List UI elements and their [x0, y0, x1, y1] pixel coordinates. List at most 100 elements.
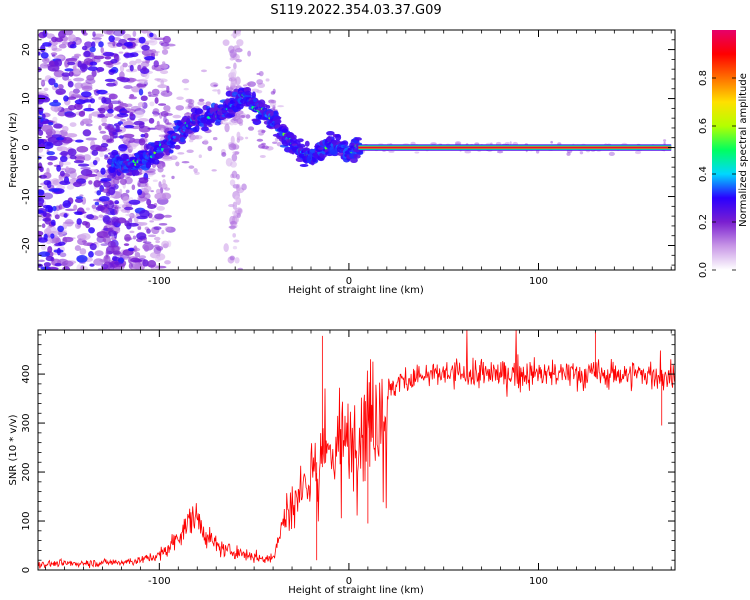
spectral-blob: [57, 84, 64, 89]
spectral-blob: [72, 181, 82, 188]
spectral-blob: [105, 112, 114, 118]
spectral-blob: [296, 143, 306, 148]
spectral-blob: [105, 191, 111, 197]
spectral-blob: [169, 143, 176, 149]
spectral-blob: [154, 78, 162, 81]
spectral-blob: [232, 184, 240, 189]
spectral-blob: [56, 146, 68, 152]
spectral-blob: [108, 102, 114, 110]
spectral-blob: [217, 88, 221, 95]
spectral-blob: [51, 134, 62, 138]
spectral-blob: [76, 254, 88, 263]
spectral-blob: [129, 230, 135, 234]
x-tick-label: 0: [346, 276, 352, 287]
spectral-blob: [134, 251, 141, 258]
spectral-blob: [74, 54, 79, 59]
spectral-blob: [98, 125, 102, 131]
spectral-blob: [118, 51, 124, 54]
spectral-blob: [127, 37, 137, 41]
spectral-blob: [261, 145, 270, 150]
spectral-blob: [235, 59, 242, 63]
spectral-blob: [231, 153, 238, 162]
spectral-blob: [74, 198, 84, 203]
spectral-blob: [60, 150, 69, 157]
spectral-blob: [38, 209, 44, 214]
spectral-blob: [110, 178, 115, 188]
spectral-blob: [135, 58, 142, 64]
spectral-blob: [123, 201, 129, 206]
spectral-blob: [131, 85, 141, 93]
spectral-blob: [96, 67, 105, 73]
spectral-blob: [99, 151, 104, 158]
spectral-blob: [62, 236, 74, 243]
spectral-blob: [74, 82, 84, 89]
figure-title: S119.2022.354.03.37.G09: [270, 3, 441, 18]
spectral-blob: [88, 104, 92, 109]
spectral-blob: [256, 138, 264, 142]
spectral-blob: [104, 154, 109, 158]
spectral-blob: [41, 79, 46, 82]
spectral-blob: [166, 85, 170, 94]
y-tick-label: 0: [21, 567, 32, 573]
colorbar-tick-label: 0.0: [698, 262, 709, 278]
spectral-blob: [230, 79, 237, 87]
spectral-blob: [72, 66, 77, 72]
spectral-blob: [81, 196, 87, 205]
spectral-blob: [53, 123, 63, 129]
spectral-blob: [123, 125, 135, 129]
spectral-blob: [296, 138, 304, 143]
spectral-blob: [112, 250, 121, 255]
spectral-blob: [388, 150, 395, 153]
spectral-blob: [56, 137, 65, 141]
spectral-blob: [93, 179, 101, 188]
y-tick-label: 300: [21, 414, 32, 433]
spectral-blob: [129, 64, 134, 72]
spectral-blob: [59, 180, 71, 186]
spectral-blob: [40, 44, 46, 53]
spectral-blob: [163, 156, 170, 160]
spectral-blob: [74, 211, 83, 215]
spectral-blob: [158, 134, 166, 138]
spectral-blob: [38, 263, 44, 268]
spectral-blob: [154, 124, 167, 131]
spectral-blob: [38, 230, 44, 237]
spectral-blob: [147, 260, 157, 268]
spectral-blob: [38, 189, 45, 196]
spectral-blob: [186, 149, 194, 153]
spectral-blob: [240, 114, 246, 119]
spectral-blob: [101, 263, 109, 270]
spectral-blob: [107, 240, 116, 248]
spectral-blob: [73, 160, 85, 164]
spectral-blob: [89, 98, 96, 104]
spectral-blob: [132, 235, 137, 240]
spectral-blob: [93, 55, 105, 60]
spectral-blob: [136, 83, 147, 88]
spectral-blob: [123, 86, 135, 89]
spectrogram-ticks: [38, 29, 675, 270]
spectral-blob: [203, 139, 209, 145]
spectral-blob: [38, 259, 45, 263]
spectral-blob: [38, 123, 42, 132]
spectral-blob: [126, 103, 133, 108]
spectral-blob: [136, 82, 147, 89]
spectral-blob: [143, 80, 148, 87]
spectral-blob: [244, 90, 252, 96]
spectral-blob: [102, 201, 110, 205]
spectral-blob: [232, 201, 238, 210]
spectral-blob: [126, 172, 134, 176]
spectral-blob: [124, 233, 131, 242]
spectral-blob: [225, 66, 231, 69]
spectral-blob: [229, 119, 235, 126]
spectral-blob: [50, 233, 55, 239]
spectral-blob: [160, 110, 169, 117]
spectral-blob: [122, 62, 128, 68]
spectral-blob: [153, 37, 166, 41]
spectral-blob: [88, 227, 95, 234]
spectral-blob: [410, 141, 416, 146]
spectral-blob: [172, 114, 182, 119]
spectral-blob: [148, 117, 155, 124]
spectral-blob: [164, 226, 172, 232]
spectral-blob: [224, 123, 230, 133]
spectral-blob: [65, 166, 69, 171]
